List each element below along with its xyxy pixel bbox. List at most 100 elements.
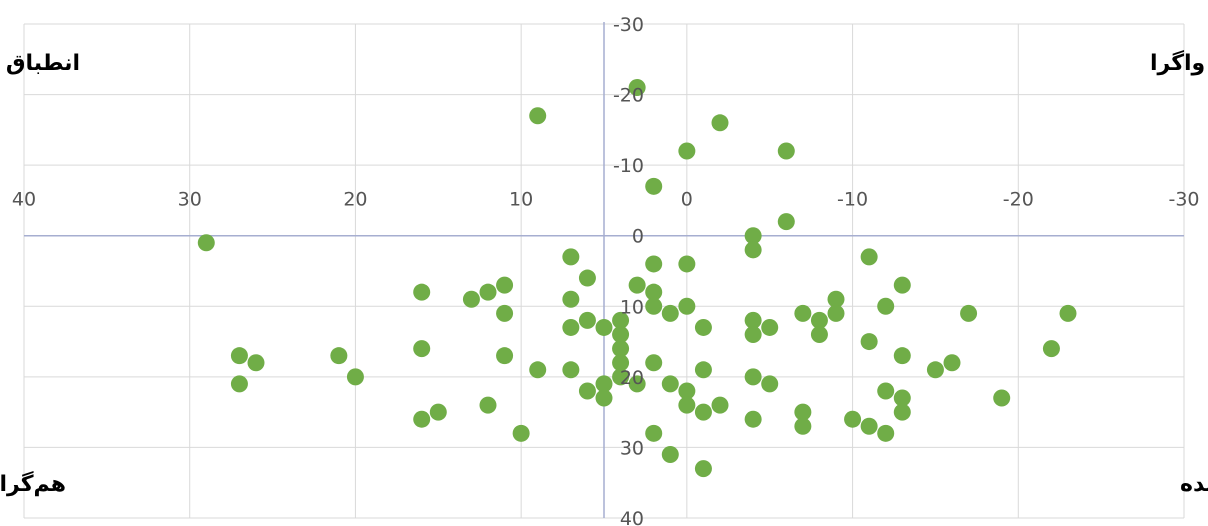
data-point	[230, 375, 248, 393]
data-point	[794, 403, 812, 421]
data-point	[429, 403, 447, 421]
data-point	[479, 283, 497, 301]
data-point	[645, 297, 663, 315]
data-point	[562, 248, 580, 266]
data-point	[612, 326, 630, 344]
x-tick-label: -10	[837, 189, 868, 211]
data-point	[761, 375, 779, 393]
data-point	[578, 382, 596, 400]
data-point	[777, 142, 795, 160]
x-tick-label: -20	[1003, 189, 1034, 211]
x-tick-label: 40	[12, 189, 36, 211]
data-point	[479, 396, 497, 414]
y-tick-label: 20	[620, 367, 644, 389]
data-point	[661, 304, 679, 322]
data-point	[926, 361, 944, 379]
data-point	[777, 213, 795, 231]
data-point	[877, 297, 895, 315]
data-point	[678, 142, 696, 160]
data-point	[645, 177, 663, 195]
data-point	[678, 297, 696, 315]
data-point	[844, 410, 862, 428]
quadrant-labels: انطباق یابنده واگرا هم‌گرا جذب کننده	[0, 49, 1208, 497]
data-point	[744, 326, 762, 344]
data-point	[612, 354, 630, 372]
data-point	[529, 107, 547, 125]
data-point	[197, 234, 215, 252]
data-point	[413, 283, 431, 301]
quadrant-label-top-left: انطباق یابنده	[0, 51, 80, 76]
data-point	[628, 375, 646, 393]
y-tick-labels: -30 -20 -10 0 10 20 30 40	[613, 14, 644, 526]
x-tick-label: 10	[509, 189, 533, 211]
data-point	[893, 403, 911, 421]
x-tick-label: -30	[1168, 189, 1199, 211]
data-point	[1059, 304, 1077, 322]
data-point	[595, 389, 613, 407]
y-tick-label: 10	[620, 296, 644, 318]
data-point	[694, 460, 712, 478]
data-point	[943, 354, 961, 372]
data-point	[496, 304, 514, 322]
data-point	[612, 311, 630, 329]
data-point	[893, 347, 911, 365]
data-point	[413, 410, 431, 428]
data-point	[330, 347, 348, 365]
data-point	[711, 396, 729, 414]
data-point	[744, 311, 762, 329]
y-tick-label: 30	[620, 437, 644, 459]
data-point	[496, 347, 514, 365]
data-point	[612, 368, 630, 386]
data-point	[744, 410, 762, 428]
data-point	[595, 318, 613, 336]
data-point	[711, 114, 729, 132]
quadrant-label-top-right: واگرا	[1150, 49, 1205, 76]
data-point	[612, 340, 630, 358]
data-point	[810, 326, 828, 344]
data-point	[744, 227, 762, 245]
data-point	[810, 311, 828, 329]
data-point	[645, 255, 663, 273]
data-point	[678, 255, 696, 273]
data-point	[794, 304, 812, 322]
data-point	[1042, 340, 1060, 358]
y-tick-label: -10	[613, 155, 644, 177]
data-point	[960, 304, 978, 322]
data-point	[247, 354, 265, 372]
data-point	[512, 424, 530, 442]
data-point	[694, 361, 712, 379]
data-point	[827, 304, 845, 322]
data-point	[694, 318, 712, 336]
data-point	[346, 368, 364, 386]
data-point	[562, 290, 580, 308]
data-point	[595, 375, 613, 393]
data-point	[827, 290, 845, 308]
data-point	[744, 241, 762, 259]
y-tick-label: 40	[620, 508, 644, 526]
data-point	[645, 283, 663, 301]
data-point	[678, 382, 696, 400]
x-tick-label: 30	[178, 189, 202, 211]
quadrant-label-bottom-right: جذب کننده	[1180, 472, 1208, 497]
x-tick-label: 20	[343, 189, 367, 211]
y-tick-label: -20	[613, 85, 644, 107]
data-point	[877, 382, 895, 400]
data-point	[496, 276, 514, 294]
data-point	[562, 361, 580, 379]
data-point	[578, 269, 596, 287]
y-tick-label: 0	[632, 226, 644, 248]
axes	[24, 22, 1184, 518]
data-point	[860, 333, 878, 351]
x-tick-label: 0	[681, 189, 693, 211]
data-points	[197, 79, 1077, 478]
data-point	[230, 347, 248, 365]
data-point	[661, 375, 679, 393]
data-point	[628, 276, 646, 294]
data-point	[628, 79, 646, 97]
data-point	[761, 318, 779, 336]
y-tick-label: -30	[613, 14, 644, 36]
data-point	[462, 290, 480, 308]
data-point	[645, 354, 663, 372]
data-point	[744, 368, 762, 386]
